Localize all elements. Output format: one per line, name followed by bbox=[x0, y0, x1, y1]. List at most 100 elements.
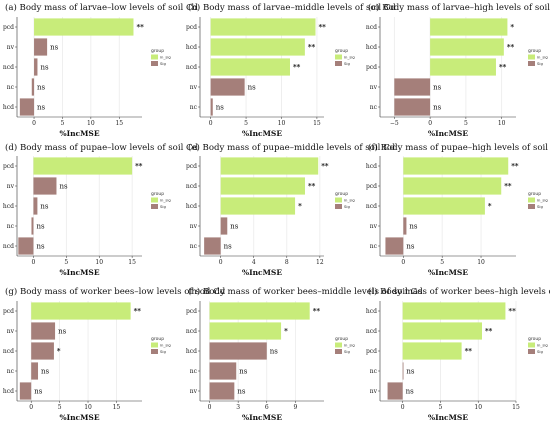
legend-label: in_sig bbox=[160, 198, 171, 203]
category-label: hcd bbox=[186, 203, 197, 210]
x-tick-label: 5 bbox=[58, 404, 62, 411]
bar bbox=[402, 362, 404, 380]
bar bbox=[31, 362, 39, 380]
significance-label: ns bbox=[58, 328, 67, 336]
significance-label: ** bbox=[318, 23, 326, 32]
category-label: pcd bbox=[366, 348, 377, 355]
category-label: nc bbox=[370, 368, 378, 375]
bar bbox=[209, 302, 310, 320]
bar bbox=[209, 342, 267, 360]
bar bbox=[220, 197, 296, 215]
bar bbox=[209, 382, 235, 400]
category-label: nv bbox=[7, 328, 15, 335]
x-tick-label: 10 bbox=[474, 404, 482, 411]
significance-label: ns bbox=[239, 368, 248, 376]
bar bbox=[34, 58, 38, 76]
category-label: nc bbox=[190, 368, 198, 375]
bar bbox=[34, 38, 48, 56]
significance-label: * bbox=[57, 347, 61, 356]
category-label: pcd bbox=[3, 308, 14, 315]
x-tick-label: 0 bbox=[219, 259, 223, 266]
significance-label: ** bbox=[308, 43, 316, 52]
x-axis-title: %IncMSE bbox=[59, 129, 99, 138]
x-tick-label: −5 bbox=[390, 120, 399, 127]
category-label: nv bbox=[370, 223, 378, 230]
category-label: ncd bbox=[366, 328, 377, 335]
x-tick-label: 12 bbox=[316, 259, 324, 266]
bar bbox=[210, 98, 213, 116]
legend-swatch bbox=[151, 204, 158, 209]
category-label: nc bbox=[7, 368, 15, 375]
bar bbox=[430, 18, 508, 36]
panel-7: (h) Body mass of worker bees–middle leve… bbox=[186, 286, 423, 422]
bar bbox=[403, 157, 509, 175]
significance-label: ** bbox=[293, 63, 301, 72]
significance-label: ns bbox=[34, 388, 43, 396]
legend-swatch bbox=[528, 204, 535, 209]
category-label: pcd bbox=[186, 308, 197, 315]
x-tick-label: 0 bbox=[32, 259, 36, 266]
category-label: nv bbox=[190, 388, 198, 395]
x-tick-label: 0 bbox=[209, 120, 213, 127]
panel-title: (f) Body mass of pupae–high levels of so… bbox=[368, 142, 550, 153]
significance-label: ** bbox=[308, 182, 316, 191]
legend-label: Sig bbox=[160, 61, 166, 66]
category-label: nv bbox=[370, 84, 378, 91]
x-tick-label: 10 bbox=[278, 120, 286, 127]
legend-label: Sig bbox=[537, 61, 543, 66]
bar bbox=[31, 78, 35, 96]
legend-label: Sig bbox=[344, 204, 350, 209]
legend-title: group bbox=[151, 191, 164, 197]
legend-label: in_sig bbox=[537, 343, 548, 348]
x-tick-label: 0 bbox=[428, 120, 432, 127]
bar bbox=[403, 197, 485, 215]
x-tick-label: 10 bbox=[87, 120, 95, 127]
panel-title: (c) Body mass of larvae–high levels of s… bbox=[368, 2, 550, 13]
legend-label: Sig bbox=[160, 204, 166, 209]
panel-1: (b) Body mass of larvae–middle levels of… bbox=[186, 2, 396, 138]
bar bbox=[33, 157, 133, 175]
legend-label: Sig bbox=[537, 204, 543, 209]
significance-label: ns bbox=[40, 64, 49, 72]
panel-0: (a) Body mass of larvae–low levels of so… bbox=[3, 2, 199, 138]
legend-swatch bbox=[151, 342, 158, 348]
legend-title: group bbox=[335, 191, 348, 197]
panel-4: (e) Body mass of pupae–middle levels of … bbox=[186, 142, 396, 277]
significance-label: ns bbox=[41, 368, 50, 376]
legend-title: group bbox=[151, 48, 164, 54]
legend-label: in_sig bbox=[160, 55, 171, 60]
significance-label: ns bbox=[37, 104, 46, 112]
panel-2: (c) Body mass of larvae–high levels of s… bbox=[366, 2, 550, 138]
legend-label: in_sig bbox=[344, 55, 355, 60]
bar bbox=[31, 322, 56, 340]
legend-label: in_sig bbox=[537, 198, 548, 203]
significance-label: ns bbox=[36, 223, 45, 231]
bar bbox=[210, 38, 305, 56]
x-tick-label: 5 bbox=[61, 120, 65, 127]
significance-label: ns bbox=[36, 243, 45, 251]
significance-label: ns bbox=[50, 44, 59, 52]
category-label: hcd bbox=[186, 44, 197, 51]
legend-swatch bbox=[151, 349, 158, 354]
panel-title: (e) Body mass of pupae–middle levels of … bbox=[188, 142, 396, 153]
significance-label: * bbox=[298, 202, 302, 211]
legend-swatch bbox=[335, 204, 342, 209]
panel-title: (h) Body mass of worker bees–middle leve… bbox=[188, 286, 423, 297]
significance-label: ns bbox=[406, 368, 415, 376]
category-label: ncd bbox=[366, 24, 377, 31]
x-tick-label: 8 bbox=[285, 259, 289, 266]
legend-title: group bbox=[528, 336, 541, 342]
legend-title: group bbox=[151, 336, 164, 342]
bar bbox=[19, 98, 35, 116]
bar bbox=[34, 18, 134, 36]
bar bbox=[18, 237, 34, 255]
legend-swatch bbox=[528, 342, 535, 348]
significance-label: ns bbox=[433, 104, 442, 112]
legend-swatch bbox=[335, 342, 342, 348]
significance-label: ns bbox=[433, 84, 442, 92]
bar bbox=[220, 217, 228, 235]
legend-swatch bbox=[528, 349, 535, 354]
category-label: nc bbox=[190, 104, 198, 111]
